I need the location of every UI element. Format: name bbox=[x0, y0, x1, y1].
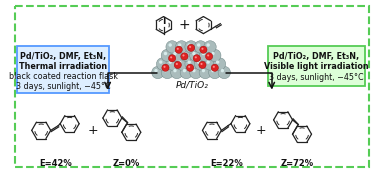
Circle shape bbox=[154, 69, 158, 72]
Circle shape bbox=[221, 69, 224, 72]
Circle shape bbox=[183, 52, 186, 55]
Circle shape bbox=[194, 58, 207, 70]
Text: +: + bbox=[88, 124, 99, 137]
Text: I: I bbox=[162, 17, 165, 26]
Circle shape bbox=[187, 44, 195, 52]
Circle shape bbox=[209, 49, 221, 62]
Text: Pd/TiO₂, DMF, Et₃N,: Pd/TiO₂, DMF, Et₃N, bbox=[273, 52, 359, 61]
Text: 3 days, sunlight, −45°C: 3 days, sunlight, −45°C bbox=[16, 81, 110, 90]
Circle shape bbox=[192, 69, 196, 72]
Circle shape bbox=[211, 64, 218, 71]
Circle shape bbox=[207, 54, 209, 57]
Circle shape bbox=[175, 41, 188, 53]
Circle shape bbox=[152, 66, 164, 79]
Circle shape bbox=[218, 66, 231, 79]
Circle shape bbox=[213, 66, 215, 68]
Circle shape bbox=[183, 54, 184, 57]
Circle shape bbox=[170, 56, 172, 58]
Circle shape bbox=[175, 46, 182, 53]
Circle shape bbox=[185, 58, 197, 70]
Circle shape bbox=[180, 49, 192, 62]
Circle shape bbox=[166, 58, 178, 70]
Circle shape bbox=[183, 69, 186, 72]
Circle shape bbox=[190, 66, 202, 79]
Circle shape bbox=[164, 69, 167, 72]
Text: Z=72%: Z=72% bbox=[281, 159, 314, 168]
Circle shape bbox=[204, 41, 216, 53]
Circle shape bbox=[169, 55, 176, 62]
Circle shape bbox=[159, 60, 163, 64]
Text: Pd/TiO₂, DMF, Et₃N,: Pd/TiO₂, DMF, Et₃N, bbox=[20, 52, 106, 61]
Circle shape bbox=[180, 66, 192, 79]
Circle shape bbox=[206, 53, 213, 60]
Circle shape bbox=[186, 64, 194, 71]
Circle shape bbox=[164, 52, 167, 55]
Circle shape bbox=[197, 43, 200, 47]
Circle shape bbox=[211, 52, 215, 55]
Circle shape bbox=[188, 66, 190, 68]
Circle shape bbox=[189, 46, 191, 48]
Circle shape bbox=[200, 63, 203, 65]
Circle shape bbox=[197, 60, 200, 64]
Circle shape bbox=[213, 58, 226, 70]
FancyBboxPatch shape bbox=[17, 46, 110, 93]
Circle shape bbox=[216, 60, 219, 64]
FancyBboxPatch shape bbox=[15, 6, 369, 167]
Circle shape bbox=[175, 58, 188, 70]
Text: Z=0%: Z=0% bbox=[113, 159, 140, 168]
Circle shape bbox=[202, 69, 205, 72]
Circle shape bbox=[194, 41, 207, 53]
Circle shape bbox=[171, 66, 183, 79]
Circle shape bbox=[177, 48, 179, 50]
Circle shape bbox=[209, 66, 221, 79]
Circle shape bbox=[166, 41, 178, 53]
Text: 3 days, sunlight, −45°C: 3 days, sunlight, −45°C bbox=[269, 73, 364, 81]
Circle shape bbox=[185, 41, 197, 53]
Circle shape bbox=[156, 58, 169, 70]
Circle shape bbox=[202, 52, 205, 55]
Text: black coated reaction flask: black coated reaction flask bbox=[9, 72, 118, 81]
Text: Thermal irradiation: Thermal irradiation bbox=[19, 62, 107, 71]
Circle shape bbox=[169, 60, 172, 64]
Circle shape bbox=[199, 61, 206, 69]
Text: Visible light irradiation: Visible light irradiation bbox=[264, 62, 369, 71]
Circle shape bbox=[199, 66, 211, 79]
Circle shape bbox=[163, 66, 166, 68]
Circle shape bbox=[200, 46, 207, 53]
Circle shape bbox=[192, 52, 196, 55]
Circle shape bbox=[204, 58, 216, 70]
Circle shape bbox=[169, 43, 172, 47]
Circle shape bbox=[211, 69, 215, 72]
Circle shape bbox=[161, 66, 174, 79]
Circle shape bbox=[173, 52, 177, 55]
Circle shape bbox=[173, 69, 177, 72]
Text: E=22%: E=22% bbox=[210, 159, 243, 168]
Circle shape bbox=[193, 55, 200, 62]
Text: +: + bbox=[179, 18, 190, 32]
Circle shape bbox=[206, 43, 210, 47]
Circle shape bbox=[171, 49, 183, 62]
Text: +: + bbox=[256, 124, 266, 137]
Circle shape bbox=[195, 56, 197, 58]
Circle shape bbox=[162, 64, 169, 71]
FancyBboxPatch shape bbox=[268, 46, 365, 86]
Circle shape bbox=[199, 49, 211, 62]
Circle shape bbox=[201, 48, 203, 50]
Circle shape bbox=[178, 43, 181, 47]
Circle shape bbox=[161, 49, 174, 62]
Circle shape bbox=[187, 43, 191, 47]
Circle shape bbox=[176, 63, 178, 65]
Text: Pd/TiO₂: Pd/TiO₂ bbox=[176, 80, 208, 89]
Circle shape bbox=[174, 61, 181, 69]
Circle shape bbox=[190, 49, 202, 62]
Circle shape bbox=[178, 60, 181, 64]
Circle shape bbox=[206, 60, 210, 64]
Circle shape bbox=[187, 60, 191, 64]
Text: E=42%: E=42% bbox=[39, 159, 72, 168]
Circle shape bbox=[181, 53, 188, 60]
